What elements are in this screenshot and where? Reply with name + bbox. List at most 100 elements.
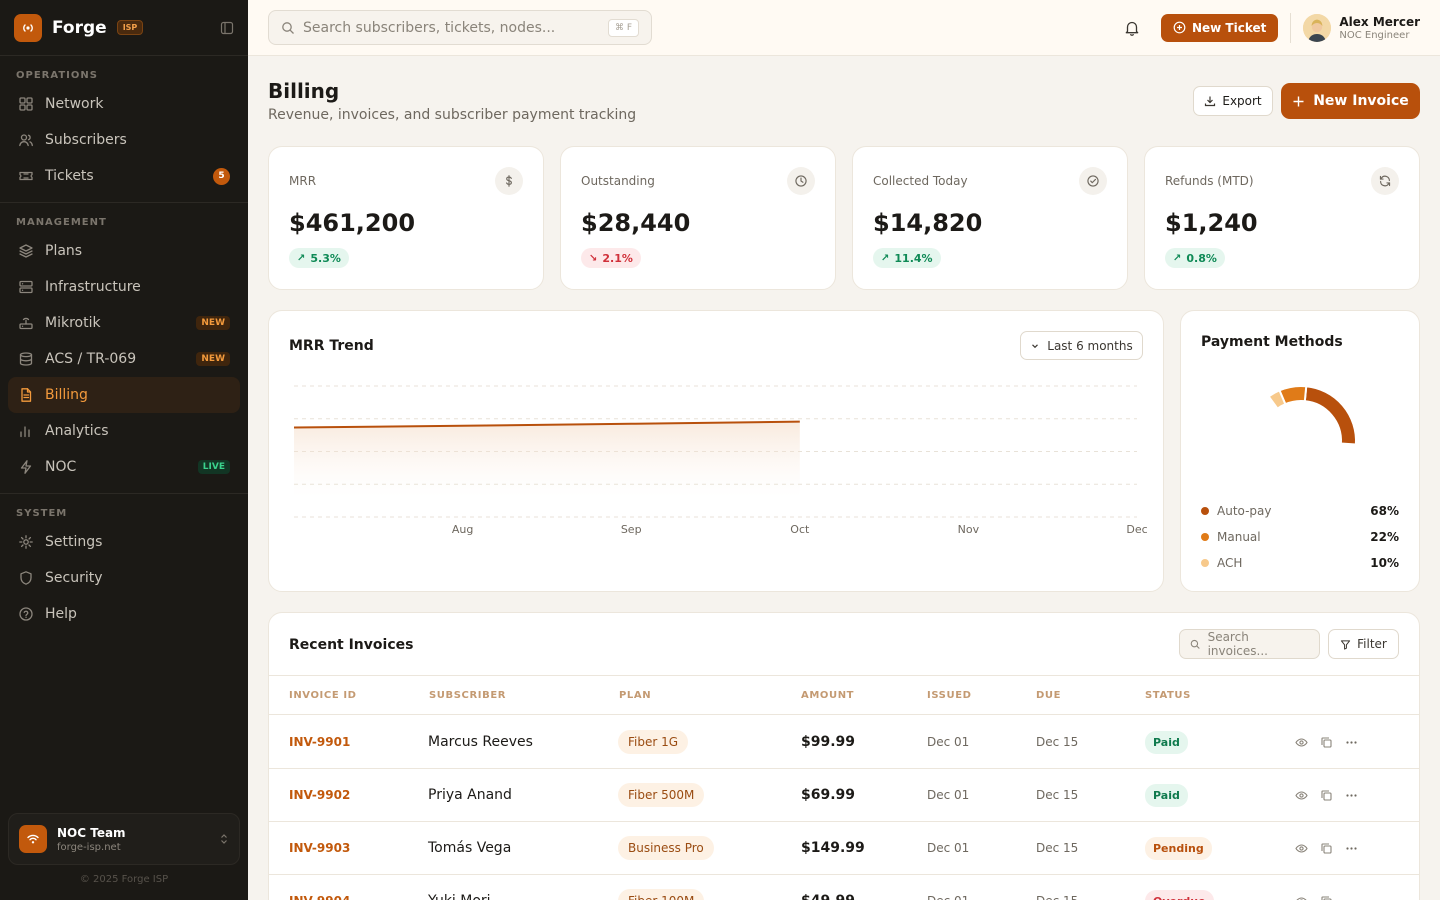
kpi-delta-value: 5.3% (310, 251, 341, 265)
copy-icon[interactable] (1320, 789, 1333, 802)
plan-chip: Business Pro (618, 836, 714, 860)
table-header: INVOICE ID SUBSCRIBER PLAN AMOUNT ISSUED… (269, 675, 1419, 715)
sidebar-item-security[interactable]: Security (8, 560, 240, 596)
kpi-value: $1,240 (1165, 209, 1258, 237)
invoice-id-link[interactable]: INV-9902 (289, 788, 351, 802)
recent-invoices-title: Recent Invoices (289, 637, 414, 653)
table-row[interactable]: INV-9901 Marcus Reeves Fiber 1G $99.99 Dec 0… (269, 716, 1419, 769)
bar-chart-icon (20, 426, 30, 438)
legend-item: Manual 22% (1201, 528, 1399, 546)
kpi-card: Outstanding $28,440 ↘ 2.1% (560, 146, 836, 290)
table-row[interactable]: INV-9904 Yuki Mori Fiber 100M $49.99 Dec 01 D… (269, 875, 1419, 900)
col-subscriber[interactable]: SUBSCRIBER (429, 690, 507, 701)
new-ticket-label: New Ticket (1191, 20, 1267, 35)
sidebar-item-label: Plans (45, 243, 83, 259)
user-menu[interactable]: Alex Mercer NOC Engineer (1339, 15, 1420, 41)
kpi-delta-value: 11.4% (894, 251, 933, 265)
kpi-card: Refunds (MTD) $1,240 ↗ 0.8% (1144, 146, 1420, 290)
copy-icon[interactable] (1320, 736, 1333, 749)
mrr-trend-title: MRR Trend (289, 338, 374, 354)
filter-icon (1341, 639, 1351, 650)
row-actions (1295, 875, 1358, 900)
invoice-id-link[interactable]: INV-9903 (289, 841, 351, 855)
date-range-select[interactable]: Last 6 months (1020, 331, 1143, 360)
sidebar-item-mikrotik[interactable]: Mikrotik NEW (8, 305, 240, 341)
subscriber-name: Priya Anand (428, 787, 512, 803)
col-status[interactable]: STATUS (1145, 690, 1191, 701)
sidebar-item-settings[interactable]: Settings (8, 524, 240, 560)
bell-icon[interactable] (1123, 19, 1141, 37)
kpi-card: MRR $461,200 ↗ 5.3% (268, 146, 544, 290)
eye-icon[interactable] (1295, 842, 1308, 855)
invoice-id-link[interactable]: INV-9901 (289, 735, 351, 749)
topbar-divider (1290, 12, 1292, 43)
sidebar-item-help[interactable]: Help (8, 596, 240, 632)
sidebar-item-noc[interactable]: NOC LIVE (8, 449, 240, 485)
invoice-search-input[interactable]: Search invoices... (1179, 629, 1320, 659)
mrr-data-point[interactable] (292, 425, 296, 429)
sidebar: Forge ISP OPERATIONS Network Subscribers Ti… (0, 0, 248, 900)
mrr-data-point[interactable] (629, 422, 633, 426)
mrr-series-line[interactable] (293, 420, 800, 429)
mrr-data-point[interactable] (461, 424, 465, 428)
sidebar-collapse-icon[interactable] (220, 21, 234, 35)
copy-icon[interactable] (1320, 842, 1333, 855)
invoice-id-link[interactable]: INV-9904 (289, 875, 350, 900)
subscriber-name: Yuki Mori (428, 875, 491, 900)
table-row[interactable]: INV-9902 Priya Anand Fiber 500M $69.99 Dec 0… (269, 769, 1419, 822)
legend-value: 22% (1370, 530, 1399, 544)
kpi-card: Collected Today $14,820 ↗ 11.4% (852, 146, 1128, 290)
legend-item: Auto-pay 68% (1201, 502, 1399, 520)
more-horizontal-icon[interactable] (1345, 842, 1358, 855)
new-invoice-label: New Invoice (1313, 93, 1409, 109)
more-horizontal-icon[interactable] (1345, 895, 1358, 900)
copyright: © 2025 Forge ISP (79, 874, 169, 885)
filter-button[interactable]: Filter (1328, 629, 1399, 659)
user-role: NOC Engineer (1339, 29, 1410, 41)
new-invoice-button[interactable]: New Invoice (1281, 83, 1420, 119)
eye-icon[interactable] (1295, 736, 1308, 749)
status-badge: Paid (1145, 730, 1188, 754)
col-plan[interactable]: PLAN (619, 690, 652, 701)
sidebar-item-tickets[interactable]: Tickets 5 (8, 158, 240, 194)
eye-icon[interactable] (1295, 789, 1308, 802)
sidebar-item-analytics[interactable]: Analytics (8, 413, 240, 449)
sidebar-item-plans[interactable]: Plans (8, 233, 240, 269)
sidebar-item-subscribers[interactable]: Subscribers (8, 122, 240, 158)
team-switcher[interactable]: NOC Team forge-isp.net (8, 813, 240, 865)
eye-icon[interactable] (1295, 895, 1308, 900)
pie-slice-auto-pay[interactable] (1303, 385, 1357, 446)
sidebar-item-acs-tr-069[interactable]: ACS / TR-069 NEW (8, 341, 240, 377)
more-horizontal-icon[interactable] (1345, 789, 1358, 802)
due-date: Dec 15 (1036, 875, 1078, 900)
sidebar-item-billing[interactable]: Billing (8, 377, 240, 413)
col-invoice-id[interactable]: INVOICE ID (289, 690, 357, 701)
grid-icon (19, 97, 33, 111)
export-button[interactable]: Export (1193, 86, 1273, 116)
brand: Forge ISP (0, 0, 248, 56)
kpi-delta-value: 0.8% (1186, 251, 1217, 265)
col-due[interactable]: DUE (1036, 690, 1062, 701)
legend-item: ACH 10% (1201, 554, 1399, 572)
file-icon (21, 388, 32, 402)
broadcast-icon[interactable] (14, 13, 42, 42)
plan-chip: Fiber 100M (618, 889, 705, 900)
row-actions (1295, 769, 1358, 821)
sidebar-item-infrastructure[interactable]: Infrastructure (8, 269, 240, 305)
col-amount[interactable]: AMOUNT (801, 690, 855, 701)
gear-icon (19, 535, 33, 549)
mrr-data-point[interactable] (798, 420, 802, 424)
sidebar-item-network[interactable]: Network (8, 86, 240, 122)
col-issued[interactable]: ISSUED (927, 690, 972, 701)
copy-icon[interactable] (1320, 895, 1333, 900)
table-row[interactable]: INV-9903 Tomás Vega Business Pro $149.99 Dec… (269, 822, 1419, 875)
more-horizontal-icon[interactable] (1345, 736, 1358, 749)
new-ticket-button[interactable]: New Ticket (1160, 13, 1279, 42)
sidebar-item-label: Tickets (45, 168, 94, 184)
avatar[interactable] (1303, 13, 1332, 42)
global-search-input[interactable]: Search subscribers, tickets, nodes... ⌘ … (268, 10, 652, 45)
server-icon (19, 280, 33, 294)
pie-slice-ach[interactable] (1267, 389, 1287, 411)
wifi-icon (19, 825, 47, 853)
chevron-down-icon (1032, 343, 1039, 348)
